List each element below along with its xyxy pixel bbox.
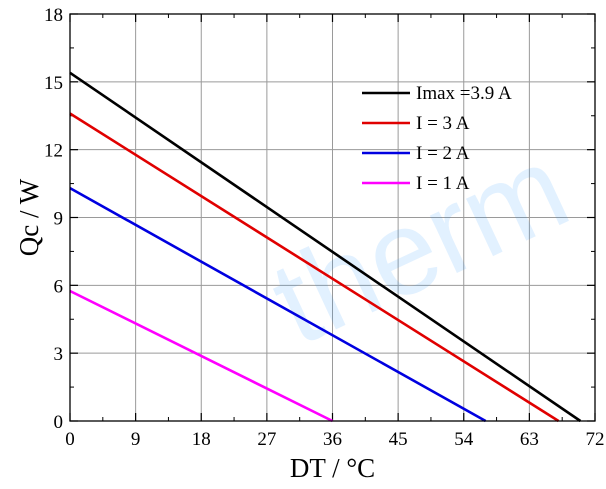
legend-label: I = 1 A	[416, 173, 470, 194]
grid	[70, 14, 595, 421]
series-line	[69, 289, 334, 423]
x-tick-label: 72	[586, 429, 605, 450]
x-axis-title: DT / °C	[290, 453, 375, 483]
series-line	[69, 112, 560, 423]
x-tick-label: 54	[454, 429, 474, 450]
plot-frame	[69, 13, 596, 422]
x-tick-label: 63	[520, 429, 539, 450]
x-tick-label: 36	[323, 429, 342, 450]
series-lines	[69, 71, 582, 423]
y-tick-label: 0	[54, 412, 64, 433]
x-tick-label: 45	[389, 429, 408, 450]
y-axis-title: Qc / W	[14, 178, 44, 256]
y-tick-label: 12	[44, 141, 63, 162]
x-tick-label: 27	[257, 429, 276, 450]
legend-label: I = 3 A	[416, 113, 470, 134]
series-line	[69, 71, 582, 423]
x-tick-labels: 0 9 18 27 36 45 54 63 72	[65, 429, 604, 450]
minor-ticks	[70, 14, 595, 421]
legend-label: I = 2 A	[416, 143, 470, 164]
x-tick-label: 18	[192, 429, 211, 450]
y-tick-label: 6	[54, 276, 64, 297]
y-tick-label: 9	[54, 209, 64, 230]
legend: Imax =3.9 A I = 3 A I = 2 A I = 1 A	[362, 83, 512, 194]
series-line	[69, 186, 487, 423]
y-tick-label: 15	[44, 73, 63, 94]
y-tick-label: 3	[54, 344, 64, 365]
x-tick-label: 0	[65, 429, 75, 450]
y-tick-label: 18	[44, 5, 63, 26]
legend-label: Imax =3.9 A	[416, 83, 512, 104]
x-tick-label: 9	[131, 429, 141, 450]
y-tick-labels: 0 3 6 9 12 15 18	[44, 5, 63, 433]
